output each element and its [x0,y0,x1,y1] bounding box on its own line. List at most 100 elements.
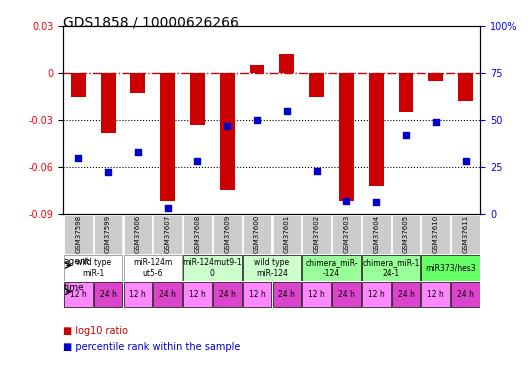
Point [253,117,261,123]
Text: 12 h: 12 h [70,290,87,299]
Text: GSM37604: GSM37604 [373,215,379,254]
Bar [339,73,354,201]
Point [313,168,321,174]
Text: 24 h: 24 h [219,290,235,299]
Text: GDS1858 / 10000626266: GDS1858 / 10000626266 [63,15,239,29]
FancyBboxPatch shape [362,255,420,280]
Text: miR-124mut9-1
0: miR-124mut9-1 0 [183,258,242,278]
Text: 12 h: 12 h [249,290,266,299]
FancyBboxPatch shape [213,282,241,307]
Point [431,119,440,125]
FancyBboxPatch shape [272,214,301,254]
Bar [190,73,205,124]
FancyBboxPatch shape [243,282,271,307]
Text: GSM37606: GSM37606 [135,215,141,254]
Point [104,170,112,176]
FancyBboxPatch shape [213,214,241,254]
Point [282,108,291,114]
Text: GSM37607: GSM37607 [165,215,171,254]
FancyBboxPatch shape [124,255,182,280]
Text: chimera_miR-
-124: chimera_miR- -124 [305,258,358,278]
Text: GSM37600: GSM37600 [254,215,260,254]
FancyBboxPatch shape [421,282,450,307]
Text: 12 h: 12 h [427,290,444,299]
FancyBboxPatch shape [94,282,122,307]
FancyBboxPatch shape [451,214,480,254]
Point [342,198,351,204]
FancyBboxPatch shape [183,255,241,280]
FancyBboxPatch shape [64,282,92,307]
Point [164,205,172,211]
FancyBboxPatch shape [243,214,271,254]
Bar [399,73,413,112]
FancyBboxPatch shape [243,255,301,280]
FancyBboxPatch shape [392,282,420,307]
Point [193,158,202,164]
Point [74,154,82,160]
Text: 24 h: 24 h [457,290,474,299]
FancyBboxPatch shape [153,214,182,254]
Text: chimera_miR-1
24-1: chimera_miR-1 24-1 [362,258,420,278]
Bar [250,65,265,73]
Text: 24 h: 24 h [338,290,355,299]
Text: GSM37608: GSM37608 [194,215,201,254]
Text: 12 h: 12 h [308,290,325,299]
Point [223,123,231,129]
FancyBboxPatch shape [124,214,152,254]
Bar [160,73,175,201]
Bar [220,73,234,190]
Point [402,132,410,138]
Text: GSM37602: GSM37602 [314,215,319,254]
FancyBboxPatch shape [451,282,480,307]
FancyBboxPatch shape [124,282,152,307]
FancyBboxPatch shape [64,214,92,254]
Text: 12 h: 12 h [368,290,384,299]
Text: 24 h: 24 h [159,290,176,299]
Bar [279,54,294,73]
Bar [369,73,384,186]
Text: 24 h: 24 h [278,290,295,299]
Text: time: time [64,283,84,292]
FancyBboxPatch shape [421,255,480,280]
FancyBboxPatch shape [153,282,182,307]
Text: GSM37605: GSM37605 [403,215,409,254]
Bar [101,73,116,132]
Text: GSM37611: GSM37611 [463,215,468,254]
FancyBboxPatch shape [303,214,331,254]
FancyBboxPatch shape [421,214,450,254]
Point [372,200,380,206]
Text: miR-124m
ut5-6: miR-124m ut5-6 [133,258,172,278]
FancyBboxPatch shape [362,282,391,307]
Text: GSM37601: GSM37601 [284,215,290,254]
Text: GSM37610: GSM37610 [433,215,439,254]
Bar [428,73,443,81]
Text: 12 h: 12 h [129,290,146,299]
Text: GSM37599: GSM37599 [105,215,111,254]
FancyBboxPatch shape [94,214,122,254]
Text: miR373/hes3: miR373/hes3 [426,264,476,273]
FancyBboxPatch shape [362,214,391,254]
Text: ■ log10 ratio: ■ log10 ratio [63,326,128,336]
Text: ■ percentile rank within the sample: ■ percentile rank within the sample [63,342,241,352]
FancyBboxPatch shape [392,214,420,254]
Point [134,149,142,155]
FancyBboxPatch shape [332,214,361,254]
FancyBboxPatch shape [303,255,361,280]
Text: 24 h: 24 h [398,290,414,299]
FancyBboxPatch shape [183,282,212,307]
FancyBboxPatch shape [272,282,301,307]
Bar [309,73,324,97]
Bar [71,73,86,97]
Text: GSM37598: GSM37598 [76,215,81,254]
Bar [130,73,145,93]
FancyBboxPatch shape [303,282,331,307]
FancyBboxPatch shape [183,214,212,254]
Text: GSM37603: GSM37603 [343,215,350,254]
Text: wild type
miR-124: wild type miR-124 [254,258,289,278]
Text: GSM37609: GSM37609 [224,215,230,254]
Text: 24 h: 24 h [100,290,117,299]
Text: 12 h: 12 h [189,290,206,299]
Point [461,158,470,164]
Bar [458,73,473,101]
Text: agent: agent [64,257,90,266]
